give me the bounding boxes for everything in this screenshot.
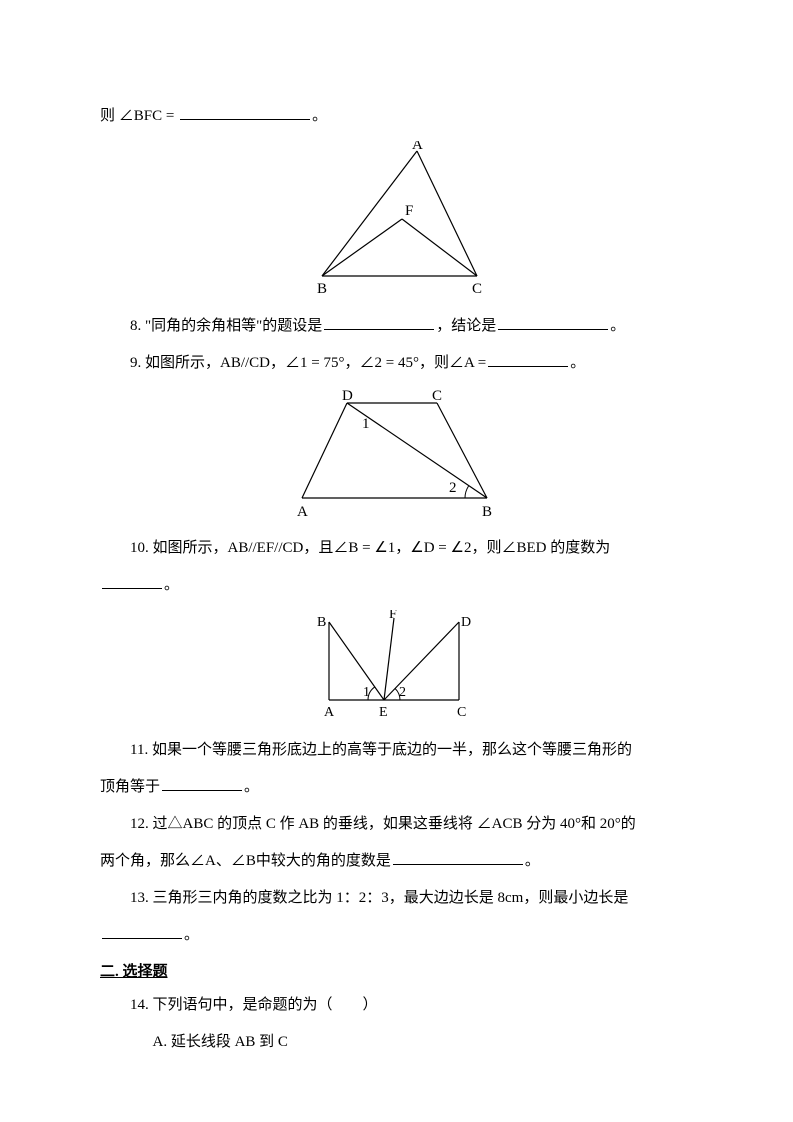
blank-q12 — [393, 847, 523, 865]
svg-text:D: D — [342, 388, 353, 404]
blank-q10 — [102, 571, 162, 589]
question-bfc: 则 ∠BFC = 。 — [100, 100, 693, 133]
q12-expr: ∠A、∠B — [190, 853, 256, 869]
q9-pre: 9. 如图所示，AB//CD， — [130, 355, 285, 371]
svg-text:1: 1 — [363, 685, 370, 700]
figure-3-container: B F D A E C 1 2 — [100, 610, 693, 720]
question-13-line1: 13. 三角形三内角的度数之比为 1：2：3，最大边边长是 8cm，则最小边长是 — [100, 882, 693, 915]
question-9: 9. 如图所示，AB//CD，∠1 = 75°，∠2 = 45°，则∠A = 。 — [100, 347, 693, 380]
q13-l2-suf: 。 — [184, 927, 199, 943]
q10-expr1: ∠B = ∠1，∠D = ∠2 — [333, 540, 471, 556]
figure-2-container: D C A B 1 2 — [100, 388, 693, 518]
blank-q9 — [488, 349, 568, 367]
blank-q8-2 — [498, 312, 608, 330]
section-2-title: 二. 选择题 — [100, 956, 693, 989]
figure-2-svg: D C A B 1 2 — [287, 388, 507, 518]
q8-mid: ，结论是 — [436, 318, 496, 334]
q9-expr2: ∠2 = 45° — [360, 355, 419, 371]
figure-1-container: A B C F — [100, 141, 693, 296]
svg-text:A: A — [412, 141, 423, 153]
q12-l2-mid: 中较大的角的度数是 — [256, 853, 391, 869]
svg-text:D: D — [461, 615, 471, 630]
question-14-option-a: A. 延长线段 AB 到 C — [100, 1026, 693, 1059]
q10-pre: 10. 如图所示，AB//EF//CD，且 — [130, 540, 333, 556]
question-12-line2: 两个角，那么∠A、∠B中较大的角的度数是 。 — [100, 845, 693, 878]
blank-q8-1 — [324, 312, 434, 330]
q12-l1: 12. 过△ABC 的顶点 C 作 AB 的垂线，如果这垂线将 ∠ACB 分为 … — [130, 816, 636, 832]
svg-text:1: 1 — [362, 416, 370, 432]
figure-1-svg: A B C F — [287, 141, 507, 296]
svg-text:C: C — [432, 388, 442, 404]
question-11-line1: 11. 如果一个等腰三角形底边上的高等于底边的一半，那么这个等腰三角形的 — [100, 734, 693, 767]
text-prefix: 则 — [100, 108, 115, 124]
question-8: 8. "同角的余角相等"的题设是 ，结论是 。 — [100, 310, 693, 343]
question-12-line1: 12. 过△ABC 的顶点 C 作 AB 的垂线，如果这垂线将 ∠ACB 分为 … — [100, 808, 693, 841]
question-10-line2: 。 — [100, 569, 693, 602]
figure-3-svg: B F D A E C 1 2 — [309, 610, 484, 720]
svg-text:E: E — [379, 705, 388, 720]
svg-text:F: F — [389, 610, 397, 622]
svg-text:A: A — [297, 504, 308, 518]
q10-expr2: ∠ — [501, 540, 516, 556]
svg-text:2: 2 — [449, 480, 457, 496]
q8-suf: 。 — [610, 318, 625, 334]
expr-bfc: ∠BFC = — [119, 108, 175, 124]
svg-text:A: A — [324, 705, 335, 720]
q11-l2-suf: 。 — [244, 779, 259, 795]
svg-text:F: F — [405, 203, 413, 219]
q12-l2-pre: 两个角，那么 — [100, 853, 190, 869]
svg-text:C: C — [472, 281, 482, 296]
blank-q13 — [102, 921, 182, 939]
svg-text:B: B — [317, 615, 326, 630]
q11-l1: 11. 如果一个等腰三角形底边上的高等于底边的一半，那么这个等腰三角形的 — [130, 742, 632, 758]
question-11-line2: 顶角等于 。 — [100, 771, 693, 804]
svg-text:B: B — [482, 504, 492, 518]
q12-l2-suf: 。 — [525, 853, 540, 869]
q10-bed: BED 的度数为 — [517, 540, 611, 556]
svg-text:B: B — [317, 281, 327, 296]
q8-pre: 8. "同角的余角相等"的题设是 — [130, 318, 322, 334]
question-10: 10. 如图所示，AB//EF//CD，且∠B = ∠1，∠D = ∠2，则∠B… — [100, 532, 693, 565]
q10-mid: ，则 — [471, 540, 501, 556]
blank-q11 — [162, 773, 242, 791]
q9-mid: ，则∠A = — [419, 355, 486, 371]
svg-text:2: 2 — [399, 685, 406, 700]
svg-text:C: C — [457, 705, 466, 720]
q9-expr1: ∠1 = 75° — [285, 355, 344, 371]
q10-suf: 。 — [164, 577, 179, 593]
q9-suf: 。 — [570, 355, 585, 371]
q14-text: 14. 下列语句中，是命题的为（ ） — [130, 997, 378, 1013]
question-14: 14. 下列语句中，是命题的为（ ） — [100, 989, 693, 1022]
text-suffix: 。 — [312, 108, 327, 124]
q11-l2-pre: 顶角等于 — [100, 779, 160, 795]
q13-l1: 13. 三角形三内角的度数之比为 1：2：3，最大边边长是 8cm，则最小边长是 — [130, 890, 628, 906]
blank-bfc — [180, 102, 310, 120]
q14-opta: A. 延长线段 AB 到 C — [153, 1034, 288, 1050]
q9-comma: ， — [344, 355, 359, 371]
question-13-line2: 。 — [100, 919, 693, 952]
